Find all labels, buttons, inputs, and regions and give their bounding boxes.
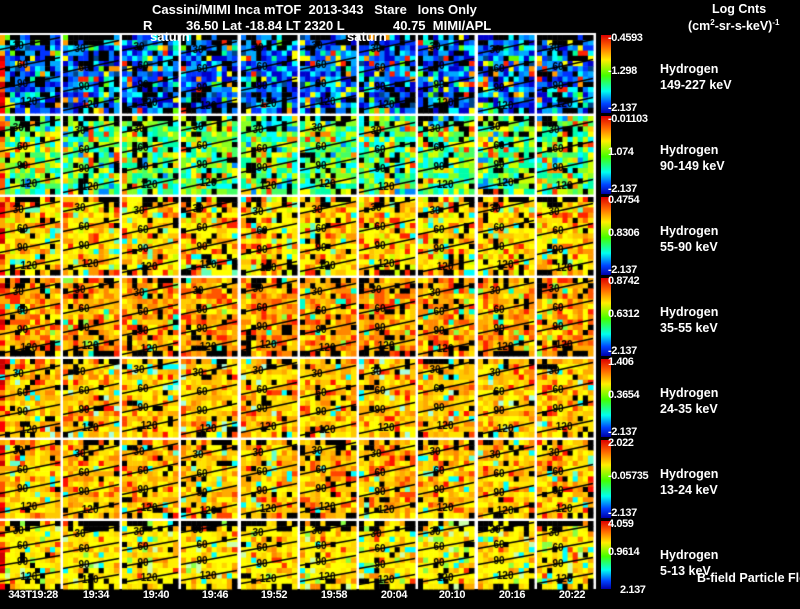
row-species-label: Hydrogen (660, 305, 719, 319)
saturn-marker-label: saturn (347, 29, 387, 44)
colorbar (601, 359, 611, 437)
cb-label-top: 0.8742 (608, 275, 640, 287)
units-rest: -sr-s-keV) (714, 19, 773, 34)
cb-label-bottom: -2.137 (608, 345, 637, 357)
units-exponent-2: 2 (710, 18, 715, 27)
colorbar (601, 278, 611, 356)
cb-label-bottom: 2.137 (620, 584, 646, 596)
time-tick-label: 20:04 (380, 589, 408, 601)
cb-label-mid: -0.05735 (608, 470, 649, 482)
page-title: Cassini/MIMI Inca mTOF 2013-343 Stare Io… (152, 2, 477, 17)
row-species-label: Hydrogen (660, 467, 719, 481)
time-tick-label: 20:16 (498, 589, 526, 601)
units-open: (cm (688, 19, 711, 34)
row-energy-label: 35-55 keV (660, 321, 718, 335)
colorbar-units-formula: (cm2-sr-s-keV)-1 (688, 18, 780, 34)
cb-label-bottom: -2.137 (608, 102, 637, 114)
bfield-particle-flow-note: B-field Particle Flow (697, 571, 800, 585)
row-energy-label: 5-13 keV (660, 564, 711, 578)
cb-label-top: 2.022 (608, 437, 634, 449)
colorbar (601, 521, 611, 589)
cb-label-mid: -1.298 (608, 65, 637, 77)
time-tick-label: 343T19:28 (8, 589, 58, 601)
row-species-label: Hydrogen (660, 224, 719, 238)
cb-label-top: 1.406 (608, 356, 634, 368)
cb-label-mid: 0.9614 (608, 546, 640, 558)
cb-label-bottom: -2.137 (608, 183, 637, 195)
cb-label-mid: 0.3654 (608, 389, 640, 401)
colorbar (601, 116, 611, 194)
cb-label-mid: 1.074 (608, 146, 634, 158)
cb-label-top: -0.4593 (608, 32, 643, 44)
row-energy-label: 90-149 keV (660, 159, 725, 173)
units-exponent-neg1: -1 (772, 18, 780, 27)
cb-label-top: 0.4754 (608, 194, 640, 206)
row-energy-label: 55-90 keV (660, 240, 718, 254)
time-tick-label: 19:52 (260, 589, 288, 601)
cb-label-top: -0.01103 (608, 113, 648, 125)
position-info: 36.50 Lat -18.84 LT 2320 L (186, 18, 345, 33)
cb-label-mid: 0.8306 (608, 227, 640, 239)
colorbar (601, 35, 611, 113)
cb-label-bottom: -2.137 (608, 426, 637, 438)
colorbar (601, 440, 611, 518)
row-species-label: Hydrogen (660, 62, 719, 76)
row-species-label: Hydrogen (660, 143, 719, 157)
time-tick-label: 19:34 (82, 589, 110, 601)
row-species-label: Hydrogen (660, 548, 719, 562)
colorbar (601, 197, 611, 275)
time-tick-label: 19:58 (320, 589, 348, 601)
lshell-instrument-label: 40.75 MIMI/APL (393, 18, 492, 33)
cb-label-bottom: -2.137 (608, 264, 637, 276)
cb-label-top: 4.059 (608, 518, 634, 530)
row-energy-label: 24-35 keV (660, 402, 718, 416)
saturn-marker-label: saturn (150, 29, 190, 44)
row-energy-label: 13-24 keV (660, 483, 718, 497)
time-tick-label: 19:40 (142, 589, 170, 601)
time-tick-label: 19:46 (201, 589, 229, 601)
colorbar-units-title: Log Cnts (712, 2, 767, 16)
row-species-label: Hydrogen (660, 386, 719, 400)
time-tick-label: 20:10 (438, 589, 466, 601)
time-tick-label: 20:22 (558, 589, 586, 601)
row-energy-label: 149-227 keV (660, 78, 732, 92)
cb-label-bottom: -2.137 (608, 507, 637, 519)
radius-label: R (143, 18, 153, 33)
cb-label-mid: 0.6312 (608, 308, 640, 320)
